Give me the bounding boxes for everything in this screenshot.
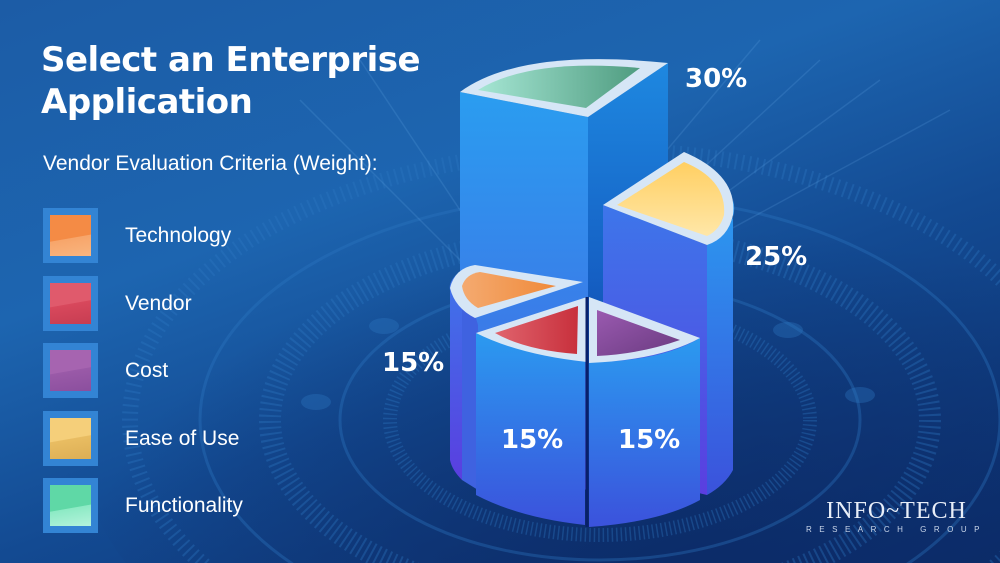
title-line-1: Select an Enterprise: [41, 40, 421, 80]
legend-item-vendor: Vendor: [43, 275, 192, 344]
legend-swatch-frame: [43, 478, 98, 533]
ease-of-use-swatch: [50, 417, 91, 459]
vendor-swatch: [50, 282, 91, 324]
label-technology-pct: 15%: [382, 348, 445, 378]
chart-legend: Technology Vendor Cost Ease of Use Funct…: [43, 208, 243, 546]
legend-label: Ease of Use: [125, 426, 240, 450]
legend-swatch-frame: [43, 208, 98, 263]
logo-main-text: INFO~TECH: [826, 498, 967, 524]
slice-vendor: [476, 297, 587, 525]
legend-item-ease-of-use: Ease of Use: [43, 410, 239, 479]
functionality-swatch: [50, 485, 91, 526]
logo-sub-text: RESEARCH GROUP: [806, 525, 988, 534]
label-ease-of-use-pct: 25%: [745, 242, 808, 272]
legend-swatch-frame: [43, 410, 98, 466]
legend-label: Cost: [125, 359, 169, 382]
subtitle: Vendor Evaluation Criteria (Weight):: [43, 152, 378, 175]
legend-item-cost: Cost: [43, 343, 168, 411]
label-functionality-pct: 30%: [685, 64, 748, 94]
cost-swatch: [50, 350, 91, 391]
legend-label: Functionality: [125, 494, 243, 517]
label-vendor-pct: 15%: [501, 425, 564, 455]
legend-item-functionality: Functionality: [43, 478, 243, 546]
company-logo: INFO~TECH RESEARCH GROUP: [806, 499, 987, 534]
legend-swatch-frame: [43, 275, 98, 331]
legend-label: Technology: [125, 224, 232, 247]
slice-technology: [449, 265, 583, 490]
legend-label: Vendor: [125, 291, 192, 315]
title-line-2: Application: [41, 82, 253, 122]
legend-item-technology: Technology: [43, 208, 231, 276]
slice-cost: [589, 297, 700, 527]
label-cost-pct: 15%: [618, 425, 681, 455]
page-title: Select an Enterprise Application: [41, 39, 421, 123]
legend-swatch-frame: [43, 343, 98, 398]
technology-swatch: [50, 215, 91, 256]
